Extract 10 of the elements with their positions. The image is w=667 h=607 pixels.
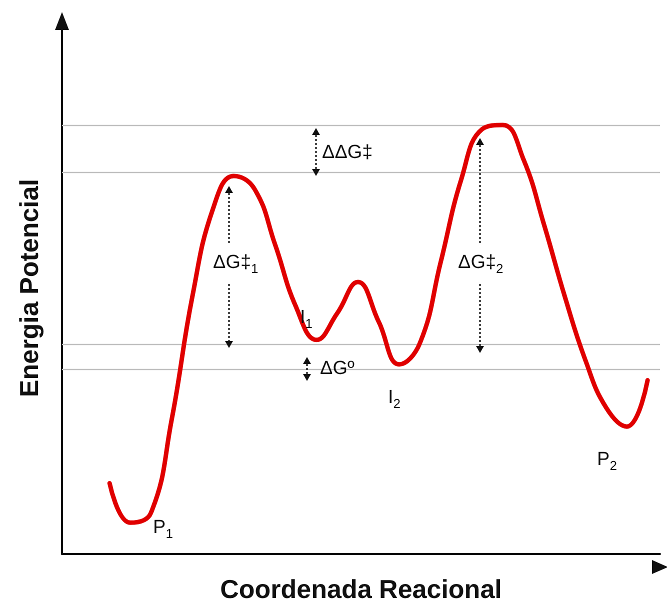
annotation: ΔΔG‡ [322,142,373,163]
annotation: I$_{1}$ [300,307,313,331]
annotation: P$_{2}$ [597,449,617,473]
y-axis-title: Energia Potencial [14,178,44,398]
annotation: I$_{2}$ [388,387,401,411]
annotation: ΔG‡$_{1}$ [213,252,258,276]
annotation: ΔG‡$_{2}$ [458,252,504,276]
annotation: ΔGº [320,358,354,379]
annotation: P$_{1}$ [153,517,173,541]
x-axis-title: Coordenada Reacional [220,574,502,604]
